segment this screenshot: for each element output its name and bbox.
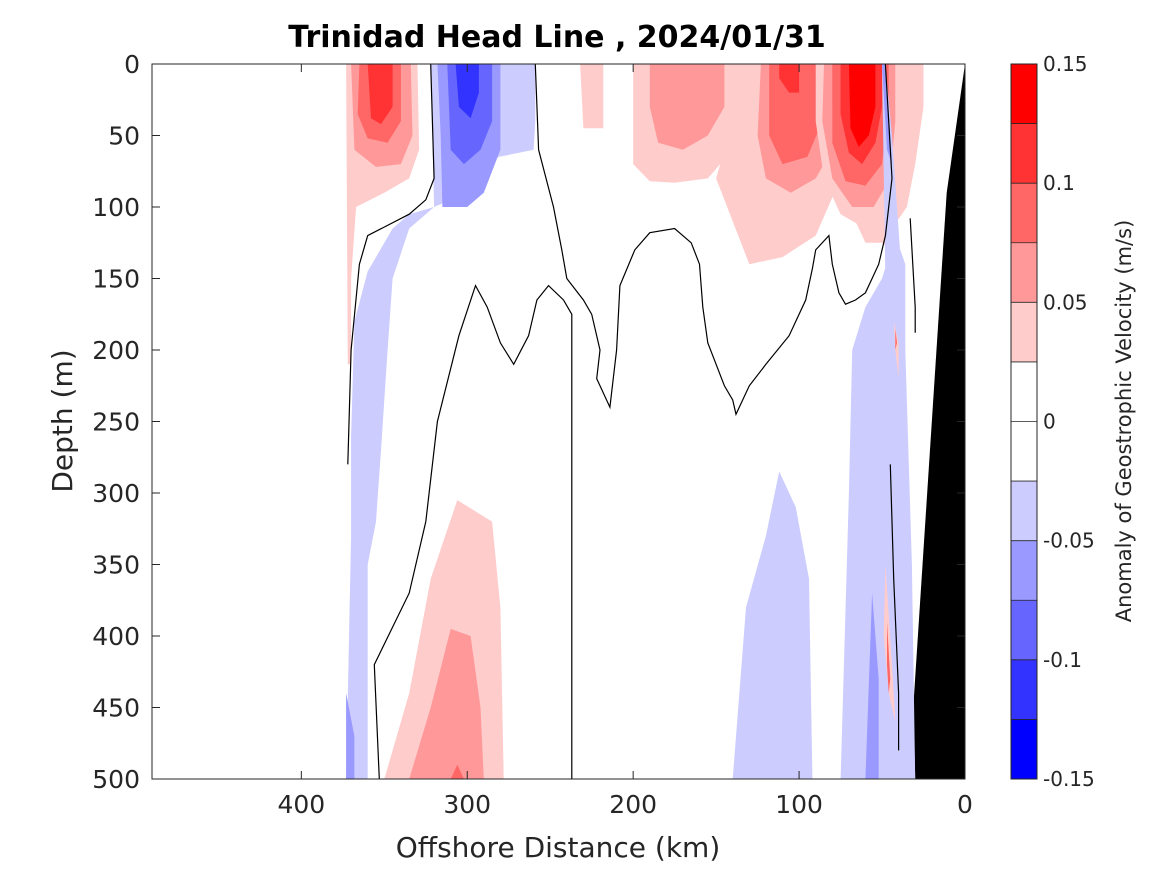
contour-2: [373, 284, 573, 780]
x-tick-label: 200: [609, 790, 657, 819]
contour-5: [889, 464, 900, 751]
colorbar-tick-label: -0.05: [1043, 529, 1095, 553]
region-pos-a4: [367, 64, 393, 125]
y-tick-label: 300: [92, 479, 140, 508]
colorbar-tick-label: -0.15: [1043, 767, 1095, 791]
region-pos-c1: [580, 64, 604, 129]
colorbar-label: Anomaly of Geostrophic Velocity (m/s): [1112, 220, 1136, 623]
region-pos-e5: [848, 64, 876, 147]
contour-3: [534, 63, 893, 417]
colorbar-swatch: [1011, 421, 1037, 482]
x-tick-label: 0: [957, 790, 973, 819]
colorbar-swatch: [1011, 600, 1037, 660]
colorbar-tick-label: 0: [1043, 410, 1056, 434]
y-tick-label: 50: [108, 122, 140, 151]
colorbar-tick-label: 0.1: [1043, 171, 1075, 195]
colorbar: 0.15 0.1 0.05 0 -0.05 -0.1 -0.15 Anomaly of Ge…: [1010, 52, 1136, 791]
region-neg-b6: [346, 693, 355, 779]
region-neg-b4: [455, 64, 479, 119]
colorbar-tick-label: -0.1: [1043, 648, 1082, 672]
y-tick-label: 500: [92, 765, 140, 794]
region-neg-g1: [732, 471, 813, 779]
colorbar-tick-label: 0.05: [1043, 290, 1088, 314]
x-tick-label: 100: [775, 790, 823, 819]
y-tick-label: 400: [92, 622, 140, 651]
colorbar-ticks: 0.15 0.1 0.05 0 -0.05 -0.1 -0.15: [1043, 52, 1095, 791]
region-pos-i2: [895, 328, 897, 350]
region-pos-i4: [887, 621, 891, 694]
region-pos-h3: [450, 764, 464, 779]
x-axis-label: Offshore Distance (km): [396, 831, 721, 864]
colorbar-swatches: [1011, 64, 1037, 779]
y-axis-label: Depth (m): [46, 349, 79, 492]
plot-area: 400 300 200 100 0 0 50 100 150 200 250 300 350 400 45…: [92, 50, 973, 819]
region-pos-h2: [409, 628, 484, 779]
colorbar-tick-label: 0.15: [1043, 52, 1088, 76]
region-pos-d5: [769, 64, 823, 165]
colorbar-swatch: [1011, 719, 1037, 779]
region-bathymetry: [908, 64, 965, 779]
region-pos-i1: [893, 321, 899, 379]
contour-fill-layer: [346, 64, 965, 780]
colorbar-swatch: [1011, 481, 1037, 541]
zero-contour-layer: [347, 63, 916, 780]
colorbar-swatch: [1011, 183, 1037, 243]
y-tick-label: 0: [124, 50, 140, 79]
region-pos-d6: [779, 64, 800, 93]
y-tick-label: 450: [92, 694, 140, 723]
contour-1: [347, 63, 435, 465]
y-tick-label: 100: [92, 193, 140, 222]
x-tick-label: 300: [443, 790, 491, 819]
colorbar-swatch: [1011, 361, 1037, 422]
colorbar-frame: [1010, 63, 1038, 780]
region-neg-f3: [865, 593, 879, 779]
colorbar-swatch: [1011, 540, 1037, 601]
colorbar-swatch: [1011, 64, 1037, 124]
contour-4: [909, 218, 916, 333]
x-axis: 400 300 200 100 0: [277, 64, 973, 819]
y-tick-label: 350: [92, 551, 140, 580]
chart-title: Trinidad Head Line , 2024/01/31: [288, 20, 825, 55]
region-neg-b5: [346, 535, 368, 779]
colorbar-swatch: [1011, 123, 1037, 184]
y-tick-label: 200: [92, 336, 140, 365]
y-tick-label: 150: [92, 265, 140, 294]
colorbar-swatch: [1011, 302, 1037, 362]
x-tick-label: 400: [277, 790, 325, 819]
y-tick-label: 250: [92, 408, 140, 437]
y-axis: 0 50 100 150 200 250 300 350 400 450 500: [92, 50, 965, 794]
region-pos-i3: [883, 564, 896, 722]
colorbar-swatch: [1011, 242, 1037, 303]
colorbar-swatch: [1011, 659, 1037, 720]
region-pos-c3: [649, 64, 725, 150]
